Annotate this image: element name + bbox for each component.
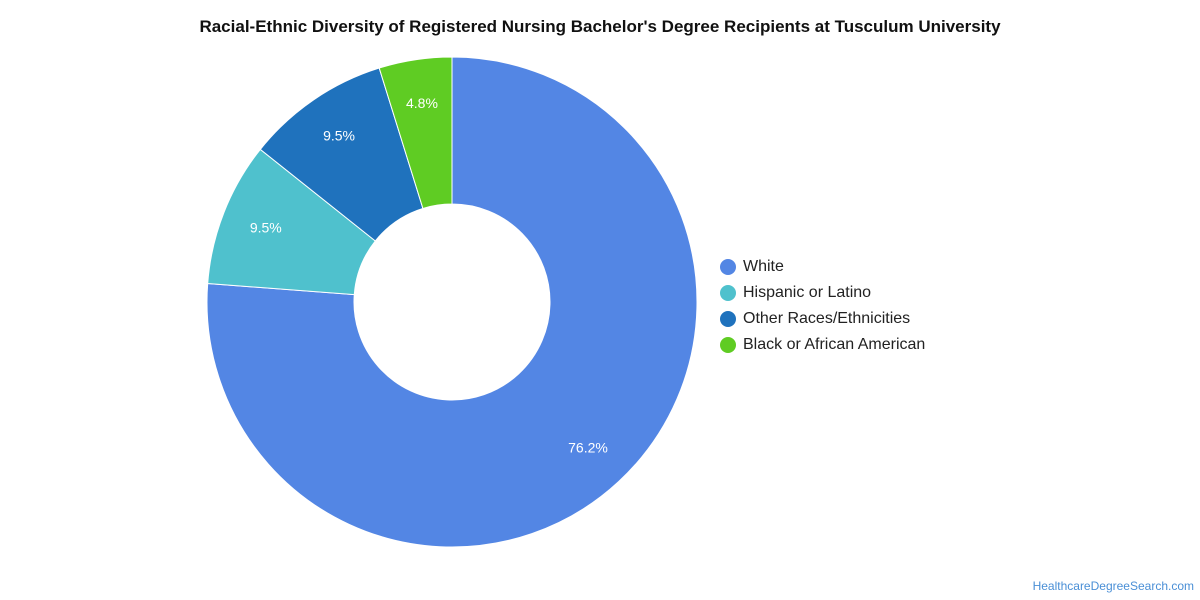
legend-label: Hispanic or Latino [743,284,872,301]
watermark[interactable]: HealthcareDegreeSearch.com [1032,579,1194,593]
legend-item-other-races-ethnicities[interactable]: Other Races/Ethnicities [720,306,925,332]
legend-item-black-or-african-american[interactable]: Black or African American [720,332,925,358]
legend-swatch-icon [720,259,736,275]
slice-label-black-or-african-american: 4.8% [406,95,438,111]
slice-black-or-african-american[interactable] [378,56,453,210]
donut-slices [206,56,698,548]
legend-swatch-icon [720,337,736,353]
legend-swatch-icon [720,285,736,301]
slice-label-white: 76.2% [568,439,608,455]
legend-label: White [743,258,784,275]
slice-label-hispanic-or-latino: 9.5% [250,220,282,236]
chart-title: Racial-Ethnic Diversity of Registered Nu… [199,17,1001,36]
legend: White Hispanic or Latino Other Races/Ethni… [720,254,925,358]
legend-label: Black or African American [743,336,926,353]
legend-swatch-icon [720,311,736,327]
slice-label-other-races-ethnicities: 9.5% [323,128,355,144]
legend-label: Other Races/Ethnicities [743,310,911,327]
donut-labels: 76.2% 9.5% 9.5% 4.8% [250,95,608,455]
slice-white[interactable] [206,56,698,548]
legend-item-hispanic-or-latino[interactable]: Hispanic or Latino [720,280,925,306]
legend-item-white[interactable]: White [720,254,925,280]
